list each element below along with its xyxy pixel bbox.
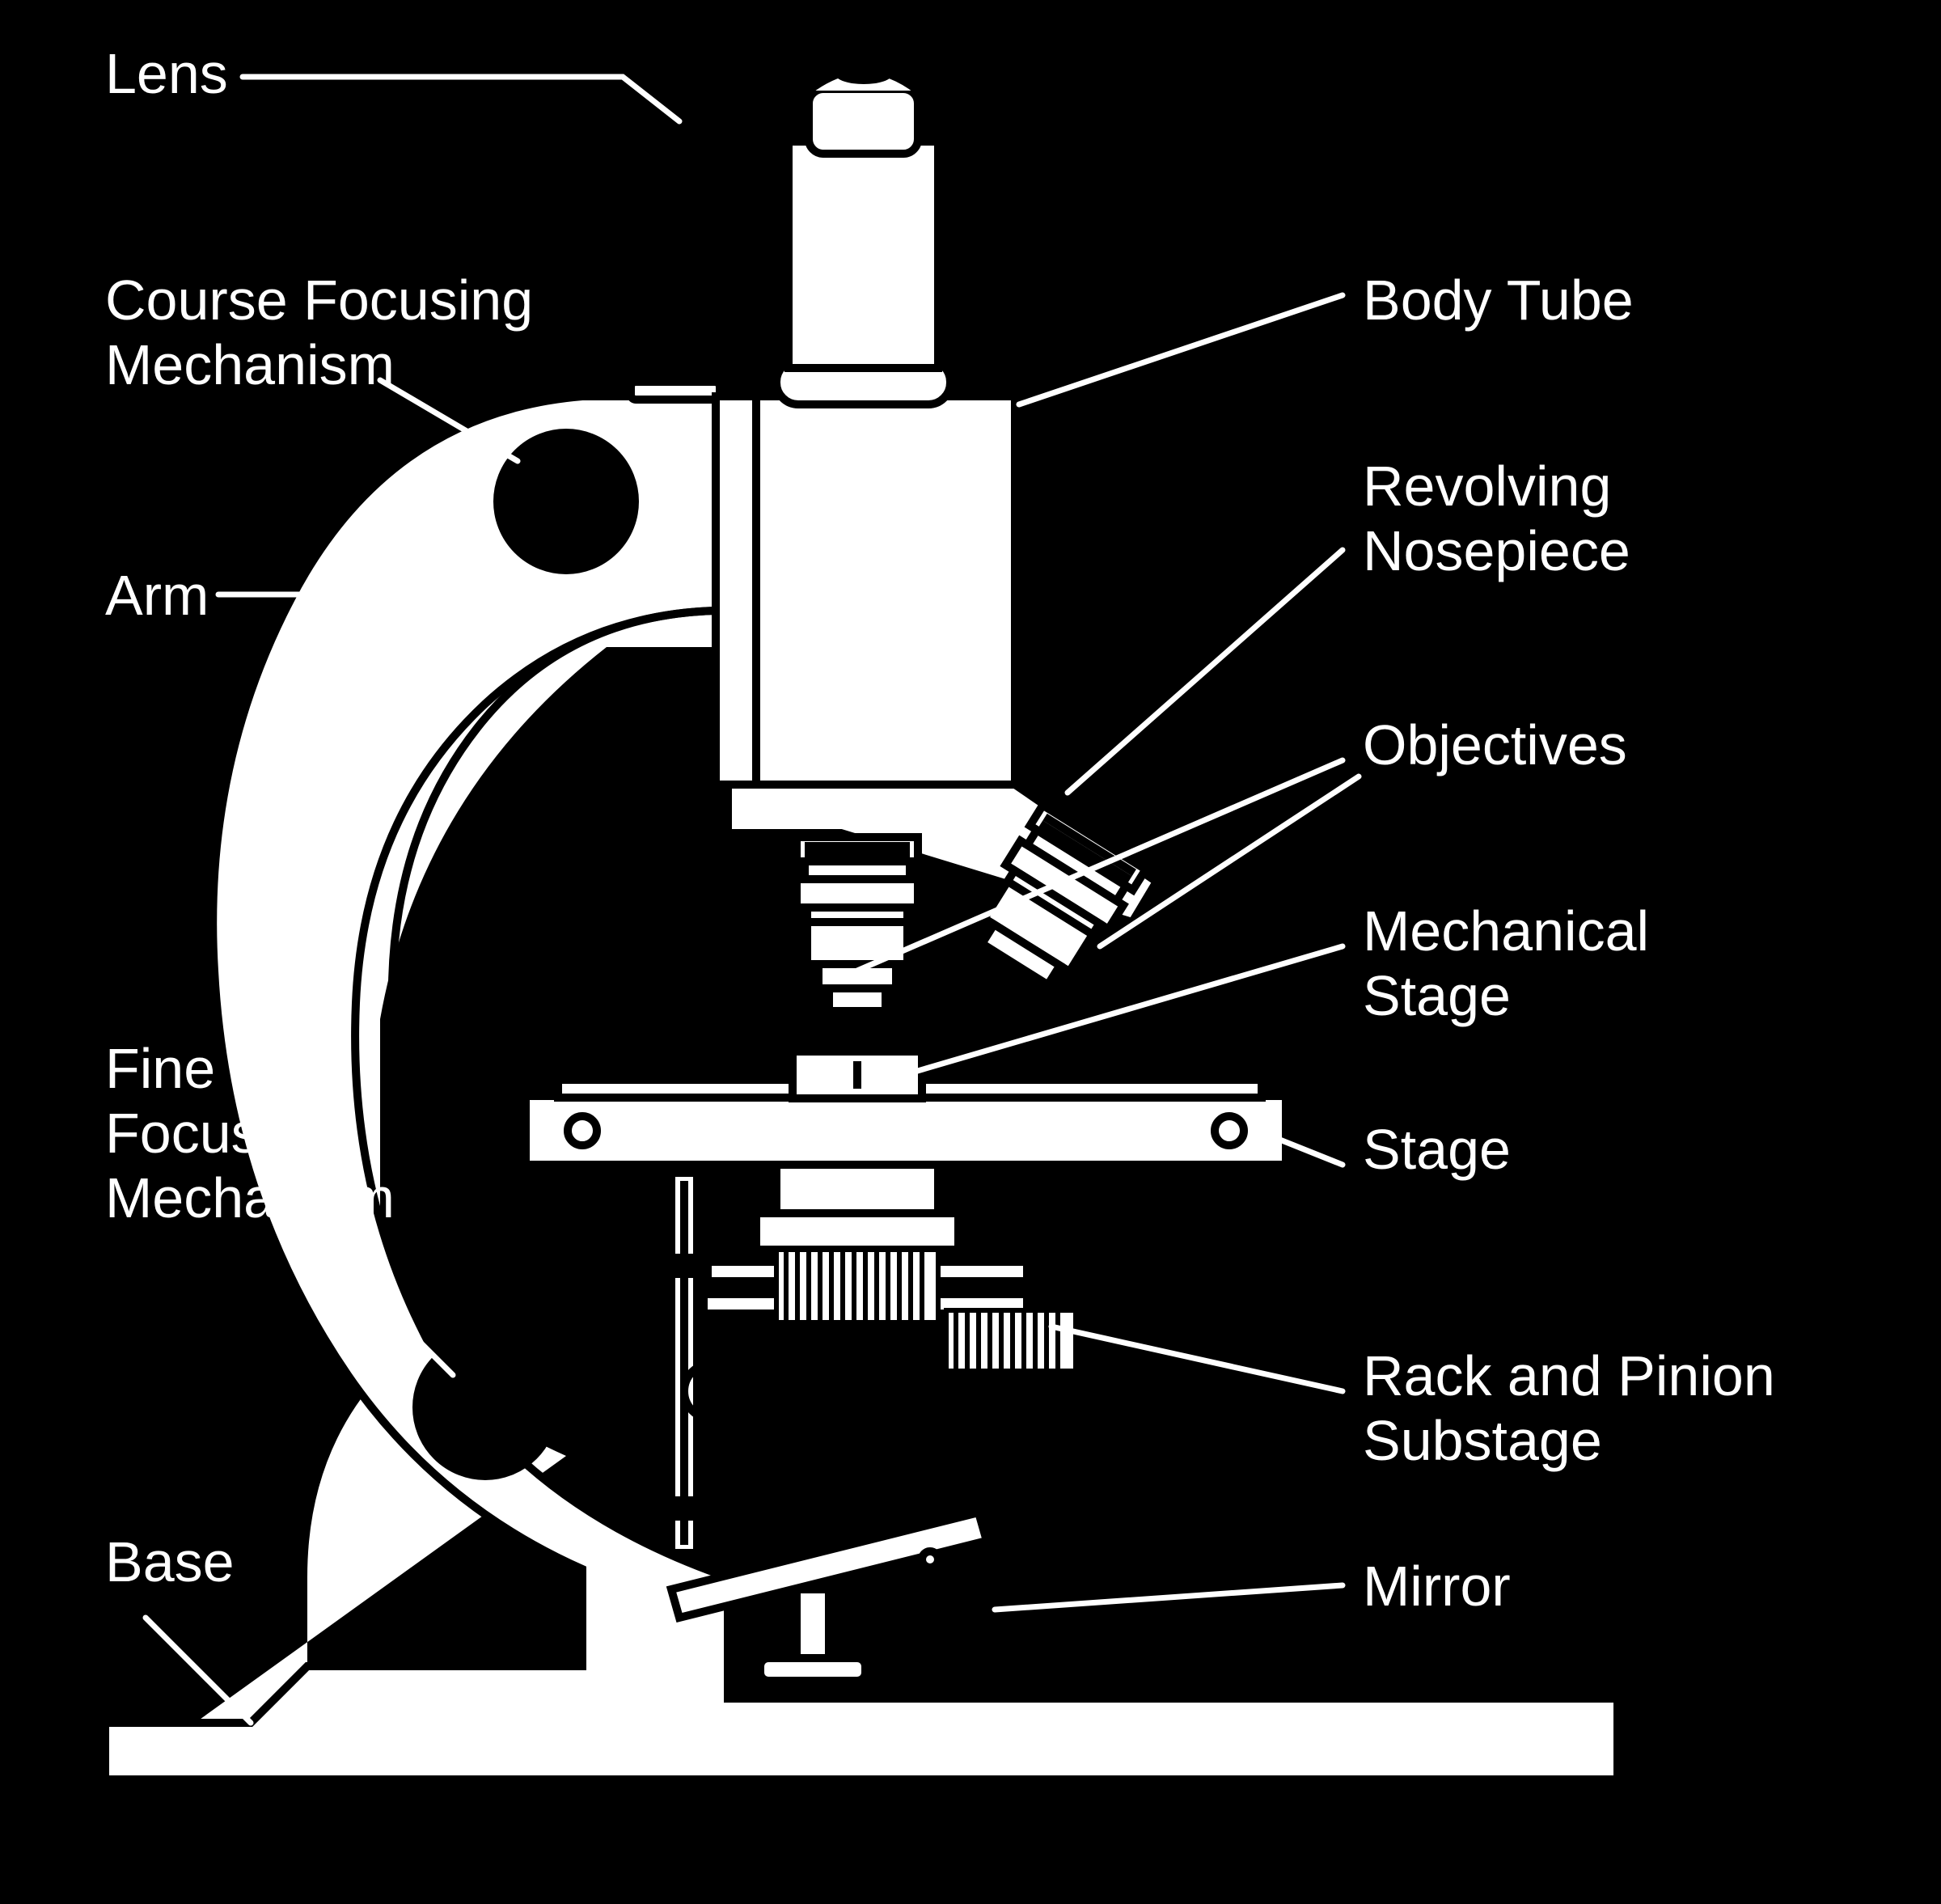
microscope-diagram: Lens Course Focusing Mechanism Arm Fine … — [0, 0, 1941, 1904]
label-body-tube: Body Tube — [1363, 269, 1634, 332]
label-mechanical-stage: Mechanical Stage — [1363, 899, 1665, 1027]
microscope-objective-center — [797, 837, 918, 1011]
label-coarse-focus: Course Focusing Mechanism — [105, 269, 549, 396]
leader-rack-pinion — [1051, 1326, 1343, 1391]
label-lens: Lens — [105, 42, 228, 105]
label-arm: Arm — [105, 564, 209, 627]
label-objectives: Objectives — [1363, 713, 1627, 776]
leader-lens — [243, 77, 679, 121]
microscope-coarse-knob — [497, 433, 635, 570]
label-revolving-nosepiece: Revolving Nosepiece — [1363, 455, 1630, 582]
leader-mech-stage — [873, 946, 1343, 1084]
leader-mirror — [995, 1585, 1343, 1610]
microscope-substage — [655, 1165, 1076, 1553]
label-mirror: Mirror — [1363, 1555, 1511, 1618]
microscope-top-pad — [631, 382, 720, 400]
microscope-stage — [526, 1096, 1286, 1165]
leader-base — [146, 1618, 251, 1723]
label-rack-pinion: Rack and Pinion Substage — [1363, 1344, 1791, 1472]
label-base: Base — [105, 1530, 235, 1593]
leader-body-tube — [1019, 295, 1343, 404]
label-stage: Stage — [1363, 1118, 1511, 1181]
leader-nosepiece — [1068, 550, 1343, 793]
microscope-objective-left-peek — [736, 837, 776, 882]
microscope-body-housing — [716, 396, 1015, 785]
